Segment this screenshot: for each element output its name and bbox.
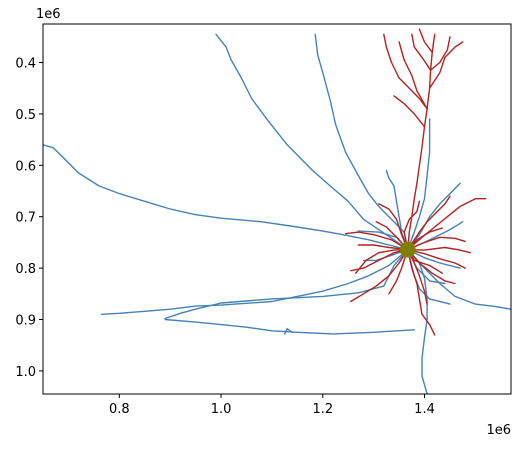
y-tick-label: 1.0 [15, 365, 36, 380]
branch-path [403, 200, 421, 251]
branch-path [407, 248, 511, 310]
branch-path [100, 248, 409, 315]
series-layer [43, 28, 511, 394]
branch-path [407, 248, 456, 285]
x-axis: 0.8 1.0 1.2 1.4 [109, 394, 435, 417]
branch-path [283, 328, 293, 335]
branch-path [428, 41, 464, 89]
y-tick-label: 0.7 [15, 211, 36, 226]
branch-path [345, 231, 409, 251]
branch-path [407, 182, 461, 251]
soma-layer [399, 241, 416, 258]
series-1 [345, 28, 487, 336]
branch-path [407, 198, 487, 251]
branch-path [388, 248, 409, 295]
branch-path [215, 33, 409, 251]
branch-path [164, 318, 415, 335]
branch-path [383, 33, 428, 110]
branch-path [407, 248, 428, 305]
branch-path [378, 203, 409, 251]
y-tick-label: 0.9 [15, 313, 36, 328]
branch-path [407, 246, 471, 254]
branch-path [407, 248, 461, 269]
y-offset-label: 1e6 [36, 7, 61, 22]
branch-path [429, 36, 451, 71]
branch-path [407, 236, 466, 251]
x-tick-label: 1.2 [312, 402, 333, 417]
y-tick-label: 0.6 [15, 159, 36, 174]
y-tick-label: 0.4 [15, 57, 36, 72]
branch-path [314, 33, 409, 251]
y-tick-label: 0.5 [15, 108, 36, 123]
branch-path [407, 195, 451, 251]
x-tick-label: 1.0 [211, 402, 232, 417]
branch-path [398, 41, 428, 110]
branch-path [411, 33, 432, 71]
branch-path [407, 248, 436, 336]
branch-path [350, 248, 409, 303]
branch-path [355, 248, 409, 274]
y-axis: 0.4 0.5 0.6 0.7 0.8 0.9 1.0 [15, 57, 43, 380]
branch-path [357, 244, 409, 251]
branch-path [407, 248, 466, 269]
branch-path [393, 95, 426, 128]
x-tick-label: 0.8 [109, 402, 130, 417]
branch-path [43, 144, 409, 251]
branch-path [350, 248, 409, 272]
x-tick-label: 1.4 [414, 402, 435, 417]
branch-path [418, 28, 433, 53]
x-offset-label: 1e6 [486, 423, 511, 438]
axes-frame [42, 23, 512, 395]
y-tick-label: 0.8 [15, 262, 36, 277]
branch-path [385, 169, 409, 251]
series-0 [43, 33, 511, 394]
branch-path [407, 248, 428, 394]
branch-path [407, 118, 431, 251]
soma-marker [399, 241, 416, 258]
